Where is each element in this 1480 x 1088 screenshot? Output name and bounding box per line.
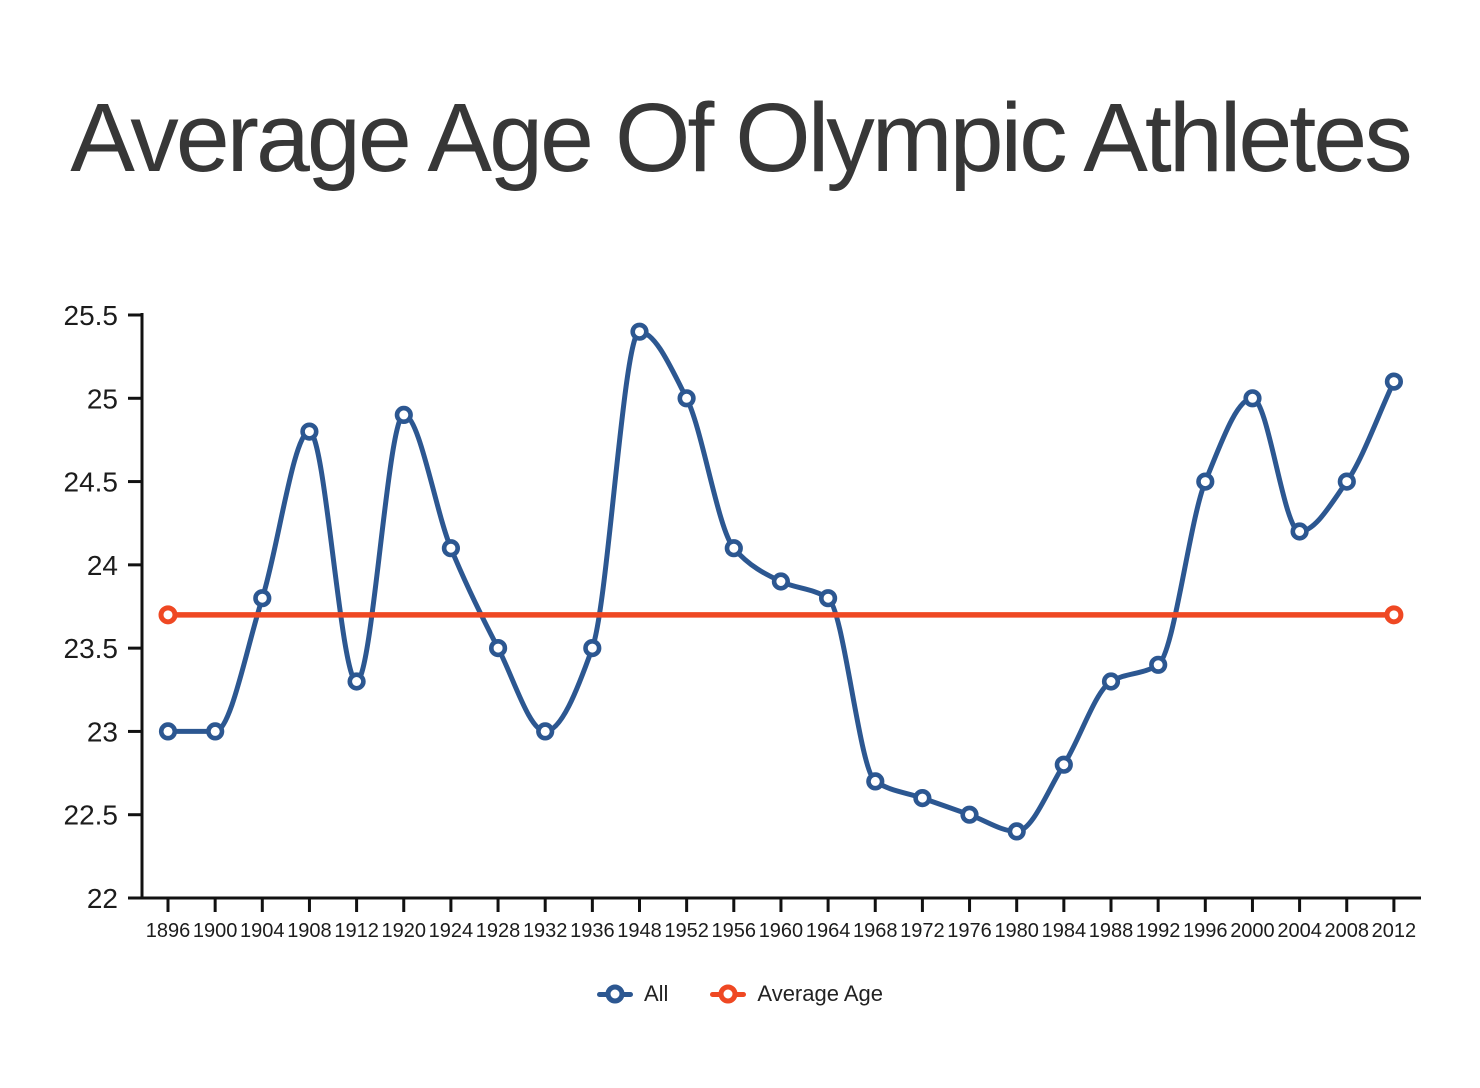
y-tick-label-24.5: 24.5 [64,467,119,498]
x-tick-label-1936: 1936 [570,920,615,942]
y-tick-label-24: 24 [87,550,118,581]
data-point-1988 [1101,672,1121,691]
legend-circle-swatch [605,984,625,1004]
data-point-1964 [818,589,838,608]
y-tick-label-25.5: 25.5 [64,300,119,331]
legend-item-all: All [596,981,669,1007]
y-tick-labels: 22 22.5 23 23.5 24 24.5 25 25.5 [64,300,119,914]
data-point-1920 [394,405,413,425]
legend: All Average Age [0,981,1480,1007]
data-point-1928 [489,638,508,658]
y-tick-label-25: 25 [87,383,118,414]
legend-item-average-age: Average Age [710,981,883,1007]
data-point-1952 [677,389,696,408]
y-tick-label-23: 23 [87,716,118,747]
x-tick-label-1900: 1900 [193,920,238,942]
x-tick-label-2008: 2008 [1325,920,1370,942]
legend-label-average-age: Average Age [757,981,884,1006]
x-tick-label-1968: 1968 [853,920,898,942]
x-tick-label-1972: 1972 [900,920,945,942]
data-point-1908 [300,422,319,441]
all-series-legend-marker-icon [596,982,633,1006]
axes [128,313,1421,912]
x-tick-label-1896: 1896 [146,920,191,942]
average-endpoint-left [158,605,178,625]
x-tick-label-1932: 1932 [523,920,568,942]
data-point-1924 [441,539,461,558]
x-tick-labels: 1896 1900 1904 1908 1912 1920 1924 1928 1932 1936… [146,920,1416,942]
y-tick-label-22: 22 [87,883,118,914]
legend-circle-swatch [718,984,738,1004]
x-tick-label-1904: 1904 [240,920,285,942]
data-point-1984 [1054,755,1073,774]
data-point-1956 [724,539,743,558]
legend-label-all: All [643,981,669,1006]
x-tick-label-1952: 1952 [664,920,709,942]
data-point-1980 [1007,822,1026,841]
x-tick-label-1908: 1908 [287,920,332,942]
x-tick-label-1992: 1992 [1136,920,1181,942]
data-point-1968 [866,772,885,791]
x-tick-label-1928: 1928 [476,920,521,942]
x-tick-label-1956: 1956 [712,920,757,942]
data-point-1992 [1149,655,1168,674]
data-point-2008 [1337,472,1356,491]
chart-title: Average Age Of Olympic Athletes [70,83,1412,192]
average-endpoint-right [1384,605,1404,625]
data-point-1936 [583,638,602,658]
data-point-1900 [206,722,225,741]
data-point-1904 [253,589,272,608]
average-series-legend-marker-icon [710,982,747,1006]
x-tick-label-2000: 2000 [1230,920,1275,942]
x-tick-label-1920: 1920 [382,920,427,942]
x-tick-label-2004: 2004 [1277,920,1322,942]
x-tick-label-1964: 1964 [806,920,851,942]
x-tick-label-1984: 1984 [1042,920,1087,942]
x-tick-label-1924: 1924 [429,920,474,942]
data-point-1960 [771,572,791,591]
x-tick-label-2012: 2012 [1372,920,1417,942]
data-point-2012 [1384,372,1403,391]
data-point-1932 [536,722,555,741]
data-point-1912 [347,672,366,691]
x-tick-label-1948: 1948 [617,920,662,942]
all-series-markers [158,322,1403,841]
x-tick-label-1996: 1996 [1183,920,1228,942]
data-point-1972 [913,788,932,808]
x-tick-label-1960: 1960 [759,920,804,942]
average-line-endpoints [158,605,1404,625]
data-point-1976 [960,805,979,824]
x-tick-label-1988: 1988 [1089,920,1134,942]
y-tick-label-22.5: 22.5 [64,800,119,831]
data-point-1896 [158,722,178,741]
data-point-1996 [1196,472,1215,491]
x-tick-label-1912: 1912 [334,920,379,942]
x-tick-label-1980: 1980 [994,920,1039,942]
data-point-1948 [630,322,649,341]
x-tick-label-1976: 1976 [947,920,992,942]
data-point-2004 [1290,522,1309,541]
data-point-2000 [1243,389,1262,408]
y-tick-label-23.5: 23.5 [64,633,119,664]
